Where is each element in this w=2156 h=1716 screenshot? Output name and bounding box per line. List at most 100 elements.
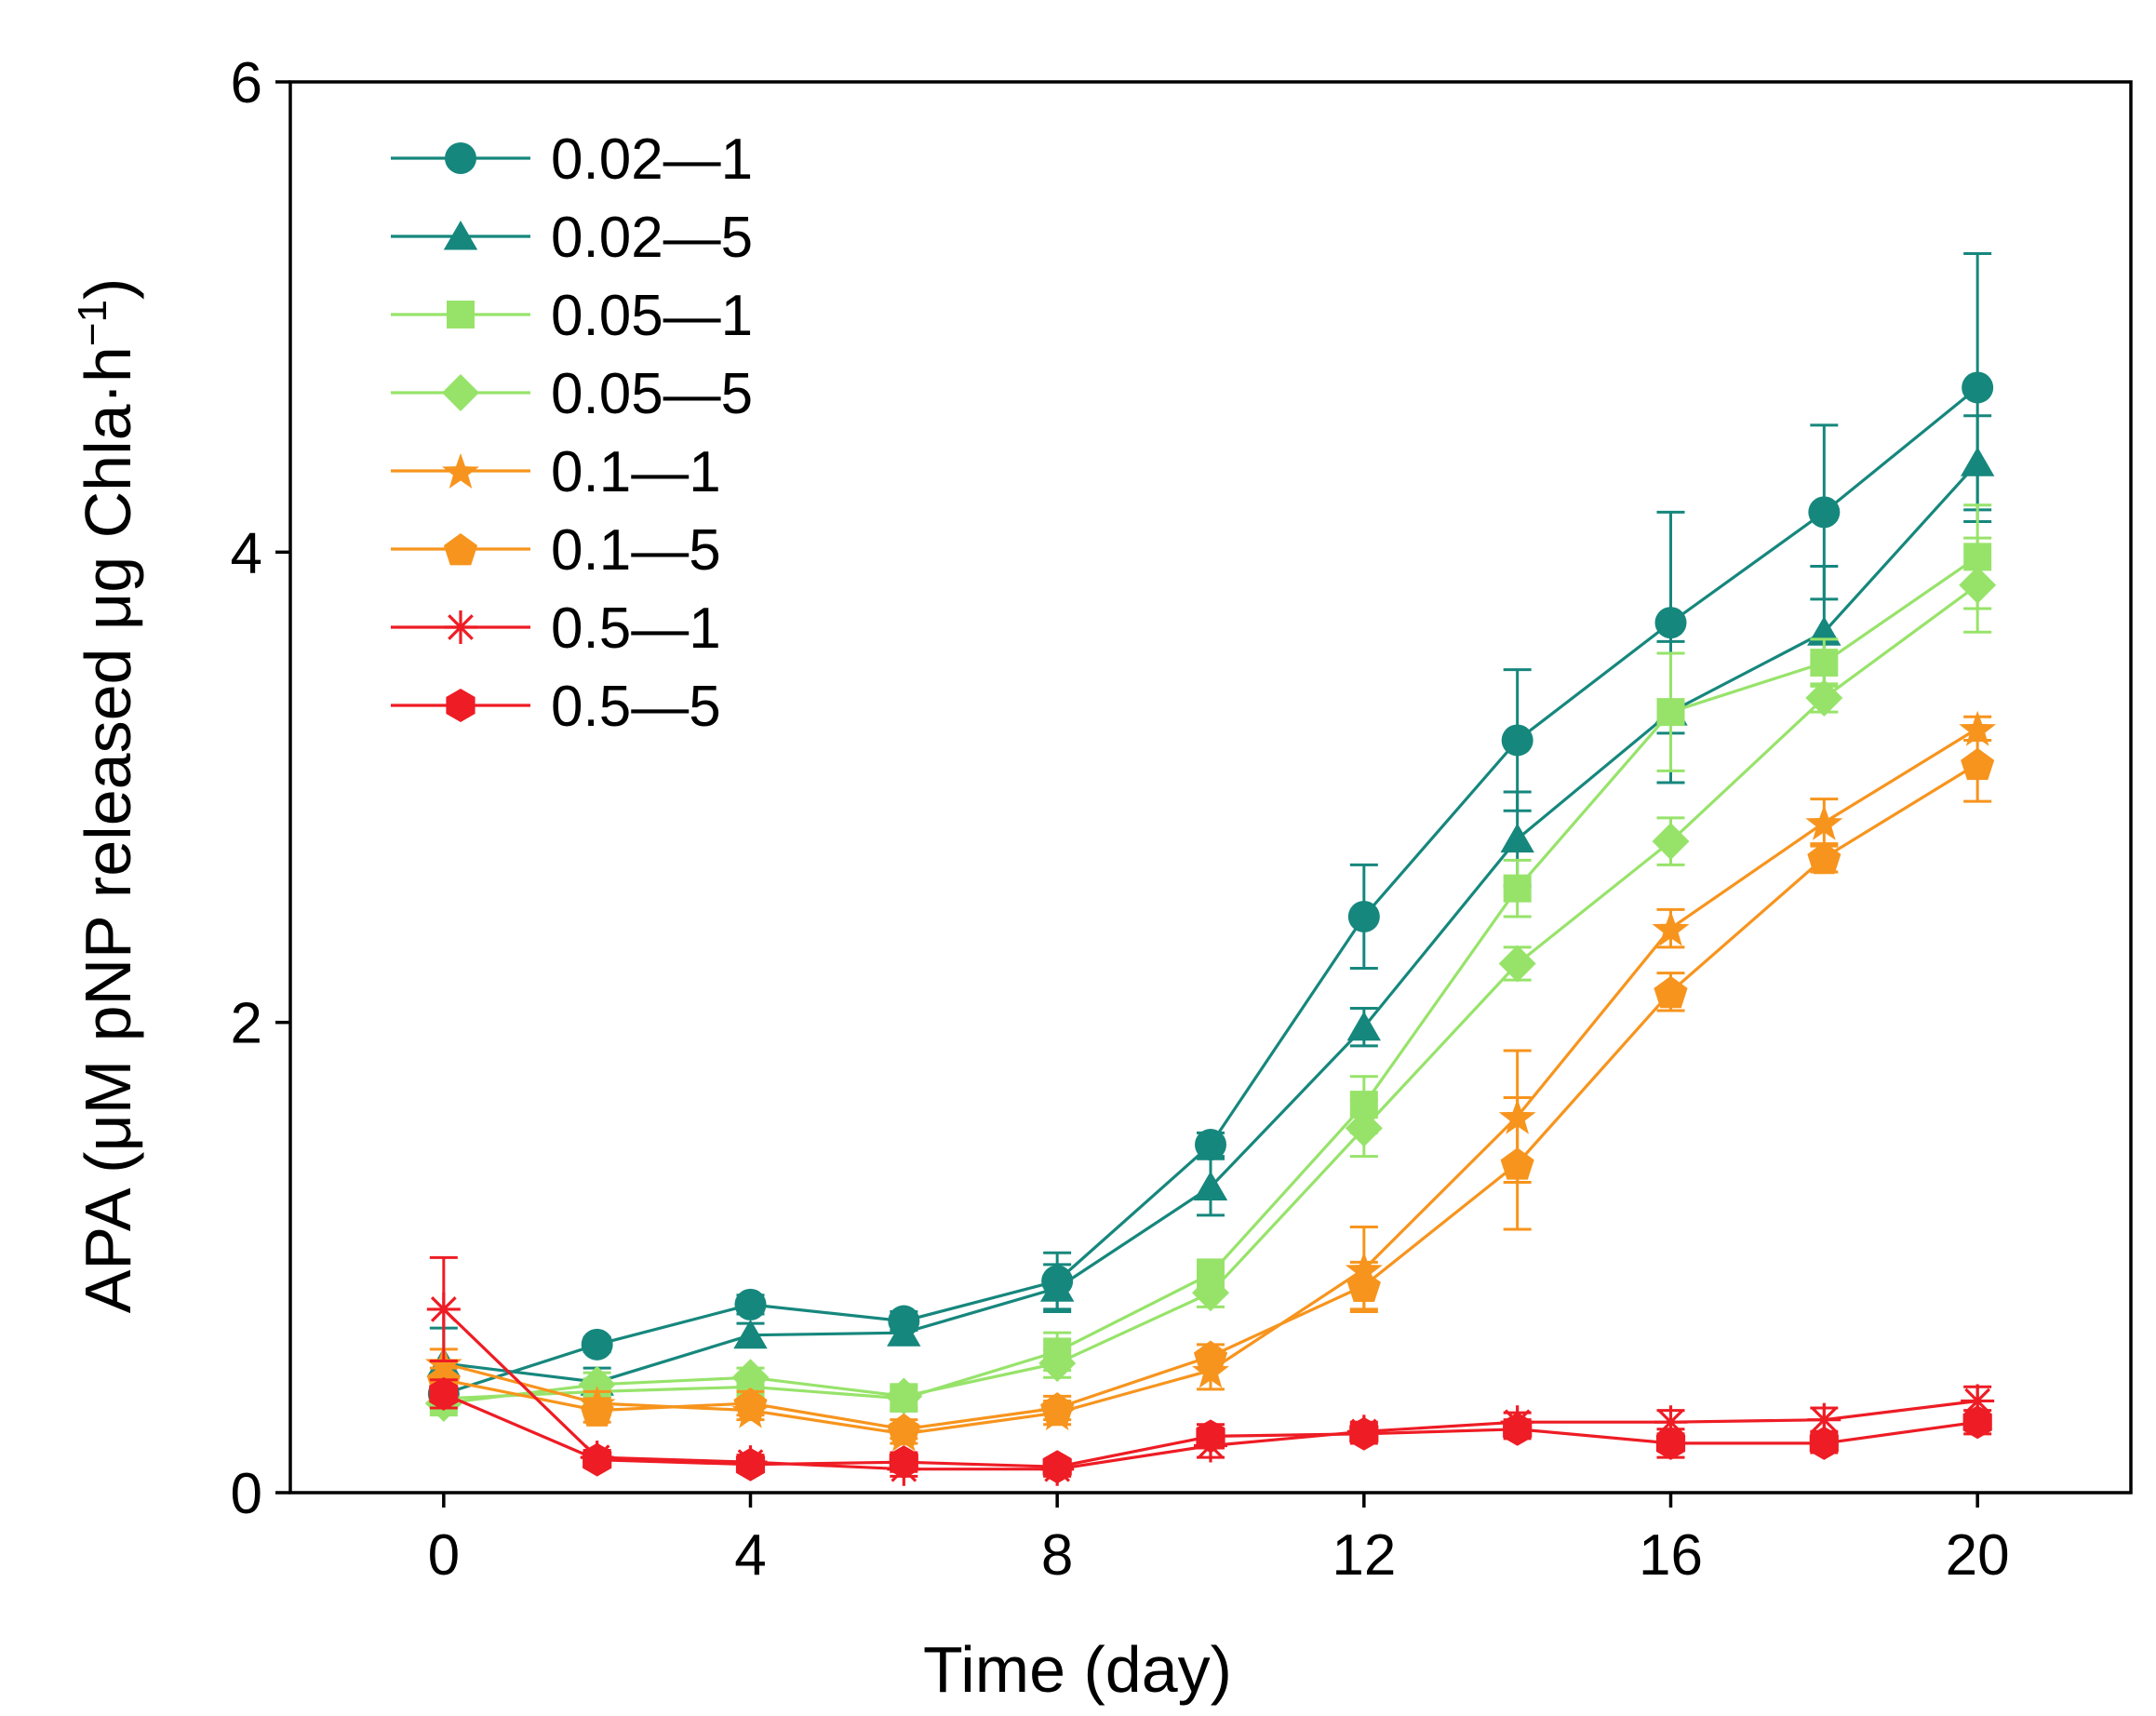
legend-item-0.02—1: 0.02—1	[391, 127, 753, 192]
legend-label: 0.5—5	[551, 675, 721, 739]
data-point	[733, 1388, 768, 1420]
data-point	[1959, 566, 1997, 604]
data-layer	[424, 251, 1997, 1486]
data-point-stroke	[1811, 1406, 1838, 1433]
legend-item-0.02—5: 0.02—5	[391, 206, 753, 270]
legend-item-0.1—1: 0.1—1	[391, 440, 721, 504]
data-point	[1346, 1269, 1381, 1302]
data-point	[1040, 1272, 1075, 1302]
data-point	[1500, 1147, 1534, 1180]
data-point	[1962, 371, 1994, 404]
data-point	[1805, 804, 1843, 840]
data-point	[1654, 607, 1687, 639]
legend-marker	[442, 374, 479, 411]
data-point	[1809, 1426, 1839, 1460]
data-point	[1961, 447, 1995, 476]
legend-marker-stroke	[448, 614, 474, 640]
data-point-stroke	[1964, 1388, 1991, 1414]
data-point	[735, 1447, 766, 1481]
data-point	[1349, 1416, 1379, 1451]
legend-marker	[442, 453, 479, 489]
data-point	[1962, 1405, 1992, 1440]
legend-label: 0.02—5	[551, 206, 753, 270]
data-point	[1656, 698, 1685, 727]
data-point	[1652, 910, 1690, 946]
legend-label: 0.5—1	[551, 597, 721, 661]
data-point	[887, 1413, 921, 1446]
y-axis-label-main: APA (μM pNP released μg Chla·h	[72, 346, 144, 1313]
y-axis-label: APA (μM pNP released μg Chla·h−1)	[70, 278, 144, 1314]
data-point	[1193, 1171, 1228, 1200]
legend-marker	[445, 142, 476, 174]
data-point	[1654, 975, 1688, 1009]
data-point	[1192, 1274, 1229, 1312]
data-point	[1038, 1345, 1077, 1382]
legend-item-0.05—5: 0.05—5	[391, 362, 753, 426]
legend-label: 0.05—1	[551, 284, 753, 348]
legend-label: 0.1—5	[551, 518, 721, 583]
legend-marker	[447, 301, 475, 328]
data-point	[1503, 1412, 1533, 1446]
plot-frame	[288, 80, 2133, 1495]
legend-label: 0.1—1	[551, 440, 721, 504]
legend-marker	[446, 689, 475, 722]
data-point	[426, 1292, 461, 1326]
data-point	[581, 1328, 613, 1361]
data-point	[1501, 724, 1533, 757]
legend-marker	[443, 221, 478, 250]
legend-item-0.1—5: 0.1—5	[391, 518, 721, 583]
data-point	[1961, 1384, 1995, 1418]
data-point	[1346, 1011, 1381, 1041]
data-point	[1193, 1340, 1228, 1373]
legend-marker	[443, 533, 478, 566]
data-point	[1498, 945, 1536, 983]
series-0.1—5	[426, 724, 1995, 1446]
data-point	[1807, 841, 1841, 875]
legend: 0.02—1 0.02—5 0.05—1 0.05—5 0.1—1 0.1—5 0.5—1 0…	[391, 127, 753, 739]
data-point	[1040, 1392, 1075, 1425]
axis-layer: 0 4 8 12 16 20 0 2 4 6	[231, 51, 2133, 1588]
legend-label: 0.05—5	[551, 362, 753, 426]
data-point	[429, 1376, 459, 1411]
series-0.05—5	[424, 536, 1997, 1422]
data-point	[1195, 1129, 1226, 1161]
legend-label: 0.02—1	[551, 127, 753, 192]
x-tick-label: 20	[1946, 1523, 2010, 1588]
data-point	[1805, 679, 1843, 717]
y-axis-label-superscript: −1	[70, 300, 115, 346]
x-tick-label: 12	[1332, 1523, 1396, 1588]
data-point	[1345, 1109, 1383, 1147]
data-point	[733, 1319, 768, 1349]
y-tick-label: 2	[231, 992, 262, 1056]
x-tick-label: 16	[1639, 1523, 1703, 1588]
data-point	[580, 1394, 614, 1427]
data-point	[1810, 649, 1839, 677]
data-point	[1500, 823, 1534, 853]
legend-item-0.5—5: 0.5—5	[391, 675, 721, 739]
data-point	[578, 1365, 616, 1403]
x-axis-label: Time (day)	[923, 1633, 1232, 1706]
data-point	[734, 1288, 767, 1321]
x-tick-label: 0	[428, 1523, 460, 1588]
y-tick-label: 0	[231, 1462, 262, 1526]
x-tick-label: 4	[734, 1523, 766, 1588]
data-point	[424, 1346, 462, 1381]
series-0.5—5	[429, 1376, 1992, 1484]
data-point-stroke	[430, 1296, 457, 1322]
data-point	[1652, 823, 1690, 861]
data-point	[731, 1359, 770, 1397]
data-point	[1961, 747, 1995, 781]
legend-item-0.05—1: 0.05—1	[391, 284, 753, 348]
data-point	[583, 1442, 612, 1477]
data-point	[1807, 1402, 1841, 1437]
data-point	[1196, 1419, 1225, 1454]
data-point	[887, 1317, 921, 1347]
data-point	[1503, 874, 1532, 903]
legend-marker	[444, 610, 477, 644]
data-point	[1808, 496, 1841, 529]
data-point	[885, 1377, 923, 1415]
legend-item-0.5—1: 0.5—1	[391, 597, 721, 661]
x-tick-label: 8	[1041, 1523, 1073, 1588]
